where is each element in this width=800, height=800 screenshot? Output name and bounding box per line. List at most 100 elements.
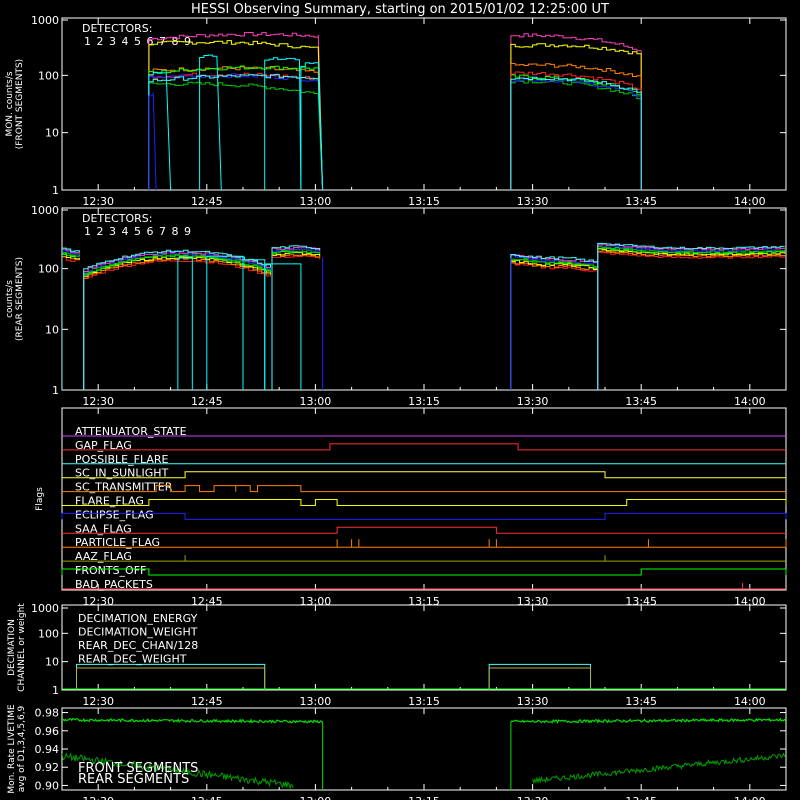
series-line-rear	[83, 253, 271, 390]
y-tick-label: 1000	[31, 602, 59, 615]
flag-line	[62, 485, 786, 493]
y-tick-label: 0.92	[35, 761, 60, 774]
x-tick-label: 13:15	[408, 695, 440, 708]
series-line-front	[510, 76, 642, 190]
y-tick-label: 1000	[31, 14, 59, 27]
flag-line	[62, 526, 786, 534]
series-line-front	[148, 92, 157, 190]
flag-label: ATTENUATOR_STATE	[75, 425, 187, 438]
legend-entry: 3	[109, 35, 116, 48]
series-line-rear-d8	[264, 263, 302, 390]
series-line-rear	[83, 249, 271, 390]
series-line-rear	[271, 255, 321, 390]
y-tick-label: 0.94	[35, 743, 60, 756]
series-line-rear	[62, 251, 80, 390]
x-tick-label: 12:45	[191, 395, 223, 408]
series-line-rear	[62, 250, 80, 390]
series-line-rear	[271, 251, 321, 390]
x-tick-label: 13:45	[625, 695, 657, 708]
legend-entry: REAR_DEC_WEIGHT	[78, 653, 187, 666]
y-axis-label: counts/s	[5, 280, 15, 318]
series-line-front	[148, 81, 324, 190]
y-tick-label: 100	[38, 627, 59, 640]
series-line-rear	[62, 256, 80, 390]
series-line-rear	[510, 262, 599, 390]
series-line-front	[510, 71, 642, 190]
y-tick-label: 10	[45, 323, 59, 336]
panel-rear: 12:30 12:45 13:00 13:15 13:30 13:45 14:00 1 10 10…	[5, 204, 787, 408]
flag-label: FRONTS_OFF	[75, 564, 146, 577]
x-tick-label: 14:00	[734, 695, 766, 708]
series-line-rear	[597, 245, 786, 390]
series-line-rear-d8	[177, 257, 193, 390]
y-axis-label: DECIMATION	[7, 619, 17, 676]
series-line-front	[510, 79, 642, 190]
legend-title: DETECTORS:	[82, 22, 152, 35]
series-line-rear	[83, 256, 271, 390]
x-tick-label: 12:45	[191, 195, 223, 208]
panel-livetime: 12:30 12:45 13:00 13:15 13:30 13:45 14:00 0.90 0…	[7, 704, 787, 800]
series-line-livetime	[62, 752, 294, 790]
legend-entry: 2	[97, 35, 104, 48]
y-tick-label: 1	[52, 684, 59, 697]
legend-entry: 3	[109, 225, 116, 238]
series-line-front	[148, 73, 324, 190]
legend-entry: 2	[97, 225, 104, 238]
series-line-front	[510, 78, 642, 190]
panel-flags: 12:30 12:45 13:00 13:15 13:30 13:45 14:00Flags…	[35, 407, 787, 608]
series-line-rear	[597, 248, 786, 390]
series-line-rear	[510, 260, 599, 390]
series-line-rear	[83, 254, 271, 390]
flag-label: BAD_PACKETS	[75, 578, 153, 591]
x-tick-label: 13:15	[408, 395, 440, 408]
x-tick-label: 12:30	[82, 795, 114, 800]
x-tick-label: 12:30	[82, 195, 114, 208]
legend-entry: 9	[184, 225, 191, 238]
series-line-rear	[271, 251, 321, 390]
y-axis-label: MON. counts/s	[5, 71, 15, 136]
y-axis-label: (REAR SEGMENTS)	[15, 257, 25, 341]
x-tick-label: 12:30	[82, 395, 114, 408]
series-line-front-d8	[148, 72, 172, 190]
series-line-rear	[62, 253, 80, 390]
series-line-rear	[597, 247, 786, 390]
series-line-rear	[62, 253, 80, 390]
series-line-front	[148, 40, 324, 190]
series-line-rear-d8	[242, 259, 266, 390]
series-line-front	[510, 43, 642, 190]
x-tick-label: 13:30	[517, 395, 549, 408]
x-tick-label: 14:00	[734, 795, 766, 800]
flag-label: POSSIBLE_FLARE	[75, 453, 169, 466]
y-axis-label: Flags	[35, 487, 45, 511]
flag-line	[61, 568, 787, 576]
legend-entry: 1	[84, 225, 91, 238]
series-group	[62, 717, 786, 790]
series-line-decimation	[75, 667, 266, 690]
x-tick-label: 12:30	[82, 695, 114, 708]
x-tick-label: 13:30	[517, 795, 549, 800]
y-tick-label: 1000	[31, 204, 59, 217]
series-line-rear	[510, 258, 599, 390]
series-line-front-d8	[264, 57, 302, 190]
flag-label: SC_IN_SUNLIGHT	[75, 467, 169, 480]
flag-label: AAZ_FLAG	[75, 550, 132, 563]
legend-entry: DECIMATION_WEIGHT	[78, 626, 198, 639]
x-tick-label: 13:30	[517, 695, 549, 708]
series-line-rear	[271, 249, 321, 390]
series-line-rear	[271, 245, 321, 390]
x-tick-label: 13:00	[300, 695, 332, 708]
y-tick-label: 0.90	[35, 779, 60, 792]
series-line-rear	[271, 248, 321, 390]
y-tick-label: 100	[38, 69, 59, 82]
flag-label: GAP_FLAG	[75, 439, 132, 452]
y-axis-label: CHANNEL or weight	[17, 603, 27, 692]
series-line-rear	[62, 247, 80, 390]
y-axis-label: Mon. Rate LIVETIME	[7, 704, 17, 794]
flag-label: SAA_FLAG	[75, 522, 132, 535]
legend-entry: 7	[159, 225, 166, 238]
series-line-rear	[62, 248, 80, 390]
legend-entry: 6	[147, 225, 154, 238]
series-line-rear	[271, 254, 321, 390]
series-line-rear	[597, 242, 785, 390]
x-tick-label: 13:45	[625, 195, 657, 208]
